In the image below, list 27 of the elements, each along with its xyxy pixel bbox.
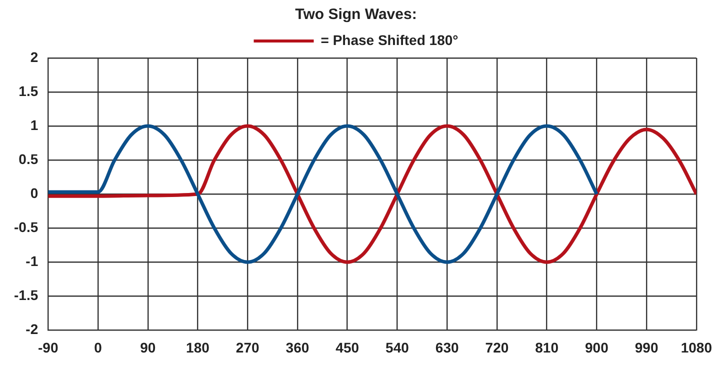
legend-label: = Phase Shifted 180° bbox=[320, 32, 458, 48]
x-tick-label: 990 bbox=[634, 339, 658, 356]
x-tick-label: 450 bbox=[336, 339, 360, 356]
y-tick-label: -1 bbox=[26, 253, 38, 270]
y-tick-label: -2 bbox=[26, 321, 38, 338]
x-tick-label: 270 bbox=[236, 339, 260, 356]
x-tick-label: 630 bbox=[435, 339, 459, 356]
x-tick-label: 900 bbox=[585, 339, 609, 356]
x-tick-label: 540 bbox=[386, 339, 410, 356]
x-tick-label: 810 bbox=[535, 339, 559, 356]
y-tick-label: -0.5 bbox=[14, 218, 38, 235]
x-tick-label: 90 bbox=[140, 339, 156, 356]
x-tick-label: -90 bbox=[38, 339, 58, 356]
chart-title: Two Sign Waves: bbox=[295, 6, 417, 24]
y-tick-label: -1.5 bbox=[14, 287, 38, 304]
line-series bbox=[48, 124, 696, 264]
x-tick-label: 180 bbox=[186, 339, 210, 356]
y-tick-label: 2 bbox=[30, 48, 38, 65]
x-tick-label: 0 bbox=[94, 339, 102, 356]
y-tick-label: 1.5 bbox=[18, 82, 38, 99]
y-tick-label: 0.5 bbox=[18, 150, 38, 167]
y-tick-label: 1 bbox=[30, 116, 38, 133]
y-tick-label: 0 bbox=[30, 184, 38, 201]
x-tick-label: 1080 bbox=[680, 339, 712, 356]
x-tick-label: 720 bbox=[485, 339, 509, 356]
line-series bbox=[48, 124, 598, 264]
x-tick-label: 360 bbox=[286, 339, 310, 356]
